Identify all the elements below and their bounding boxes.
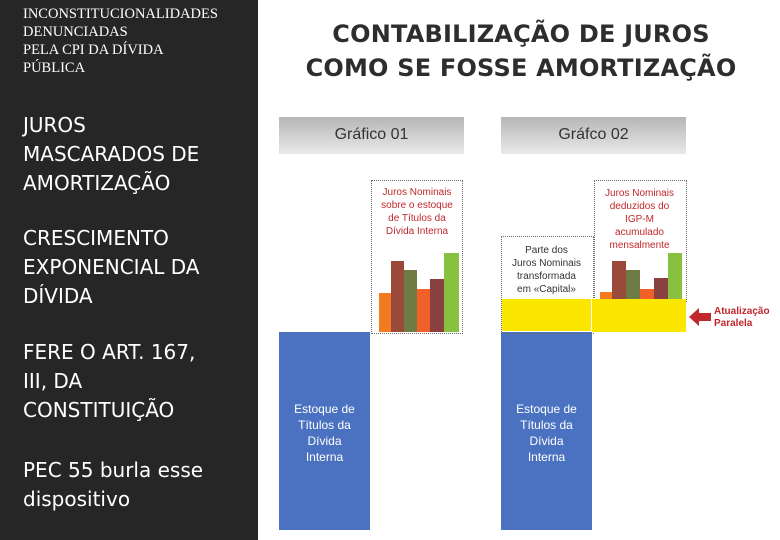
graph2-bar-1 xyxy=(600,292,612,299)
graph2-left-notes-box xyxy=(501,236,594,334)
point-fere-art-167: FERE O ART. 167, III, DA CONSTITUIÇÃO xyxy=(23,340,196,422)
graph1-stock-block xyxy=(279,332,370,530)
graph1-bar-4 xyxy=(417,289,430,332)
graph2-stock-label: Estoque de Títulos da Dívida Interna xyxy=(516,402,577,464)
graph2-note-left: Parte dos Juros Nominais transformada em… xyxy=(512,245,581,295)
graph2-bar-5 xyxy=(654,278,668,299)
sidebar-header: INCONSTITUCIONALIDADES DENUNCIADAS PELA … xyxy=(23,6,218,76)
graph2-bar-3 xyxy=(626,270,640,299)
graph2-bar-2 xyxy=(612,261,626,299)
graph1-bar-1 xyxy=(379,293,391,332)
arrow-label: Atualização Paralela xyxy=(714,306,770,329)
graph1-note: Juros Nominais sobre o estoque de Título… xyxy=(381,187,453,237)
graph1-bar-2 xyxy=(391,261,404,332)
graph2-note-right: Juros Nominais deduzidos do IGP-M acumul… xyxy=(605,188,674,251)
sidebar-panel: INCONSTITUCIONALIDADES DENUNCIADAS PELA … xyxy=(0,0,258,540)
graph2-stock-block xyxy=(501,332,592,530)
point-crescimento-exponencial: CRESCIMENTO EXPONENCIAL DA DÍVIDA xyxy=(23,226,200,308)
graph2-title: Gráfco 02 xyxy=(558,126,629,143)
graph2-header: Gráfco 02 xyxy=(501,117,686,154)
arrow-left-icon xyxy=(689,308,711,326)
graph1-bar-6 xyxy=(444,253,459,332)
graph2-bar-4 xyxy=(640,289,654,299)
graph2-bar-6 xyxy=(668,253,682,299)
graph1-title: Gráfico 01 xyxy=(334,126,409,143)
point-pec-55: PEC 55 burla esse dispositivo xyxy=(23,458,204,511)
page-title: CONTABILIZAÇÃO DE JUROS COMO SE FOSSE AM… xyxy=(305,20,737,82)
graph1-bar-3 xyxy=(404,270,417,332)
graph1-header: Gráfico 01 xyxy=(279,117,464,154)
graph1-notes-box xyxy=(371,180,463,334)
point-juros-mascarados: JUROS MASCARADOS DE AMORTIZAÇÃO xyxy=(23,113,200,195)
graph2-left-yellow-block xyxy=(502,299,591,331)
graph1-bar-5 xyxy=(430,279,444,332)
graph1-stock-label: Estoque de Títulos da Dívida Interna xyxy=(294,402,355,464)
graph2-right-yellow-block xyxy=(592,299,686,332)
